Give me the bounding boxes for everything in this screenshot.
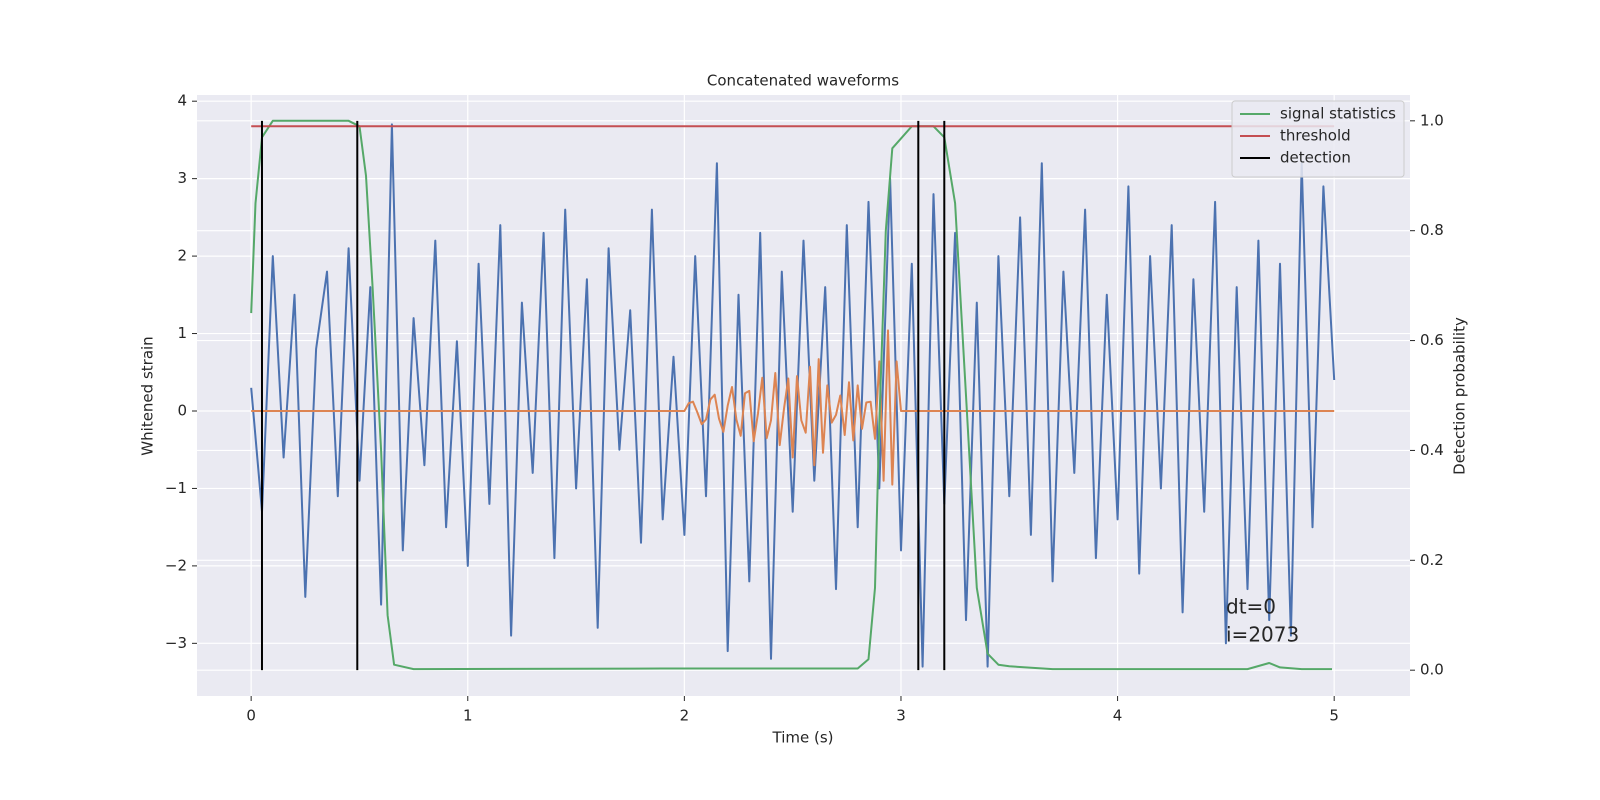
x-tick-label: 2 xyxy=(680,707,690,725)
x-tick-label: 5 xyxy=(1329,707,1339,725)
marks xyxy=(250,119,1336,671)
y-tick-label: −3 xyxy=(165,634,187,652)
y2-tick-label: 0.0 xyxy=(1420,661,1444,679)
annotation: i=2073 xyxy=(1226,623,1299,647)
y-tick-label: −2 xyxy=(165,556,187,574)
y-axis-label: Whitened strain xyxy=(139,336,157,455)
y2-tick-label: 0.6 xyxy=(1420,331,1444,349)
y-tick-label: 3 xyxy=(177,169,187,187)
series-line xyxy=(250,123,1336,668)
legend-box xyxy=(1231,100,1405,178)
series-line xyxy=(251,329,1335,486)
annotation: dt=0 xyxy=(1226,595,1276,619)
chart-title: Concatenated waveforms xyxy=(707,72,899,90)
y2-axis-label: Detection probability xyxy=(1451,317,1469,475)
legend-label: signal statistics xyxy=(1280,105,1396,123)
y-tick-label: −1 xyxy=(165,479,187,497)
y-tick-label: 2 xyxy=(177,247,187,265)
y-tick-label: 0 xyxy=(177,401,187,419)
x-tick-label: 1 xyxy=(463,707,473,725)
y-tick-label: 1 xyxy=(177,324,187,342)
y2-tick-label: 0.8 xyxy=(1420,221,1444,239)
grid xyxy=(197,95,1410,696)
y2-tick-label: 0.4 xyxy=(1420,441,1444,459)
x-tick-label: 4 xyxy=(1113,707,1123,725)
y-tick-label: 4 xyxy=(177,92,187,110)
x-tick-label: 0 xyxy=(246,707,256,725)
legend-label: threshold xyxy=(1280,127,1351,145)
y2-tick-label: 0.2 xyxy=(1420,551,1444,569)
x-tick-label: 3 xyxy=(896,707,906,725)
y2-tick-label: 1.0 xyxy=(1420,111,1444,129)
legend: signal statistics threshold detection xyxy=(1231,100,1405,178)
legend-label: detection xyxy=(1280,149,1351,167)
x-axis-label: Time (s) xyxy=(772,729,834,747)
series-line xyxy=(250,119,1332,671)
